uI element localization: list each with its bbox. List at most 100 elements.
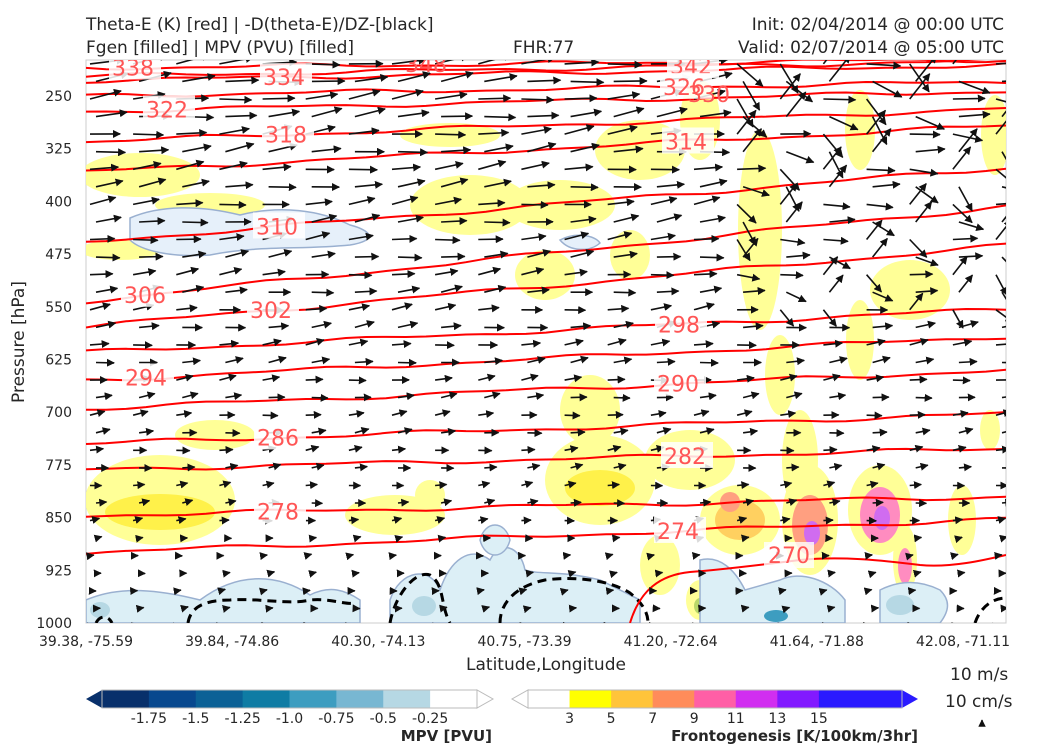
wind-vector	[829, 498, 841, 507]
wind-vector	[693, 409, 710, 418]
wind-vector	[999, 534, 1006, 543]
wind-vector	[915, 287, 939, 296]
wind-vector	[828, 164, 848, 188]
wind-vector	[866, 374, 885, 383]
wind-vector	[866, 411, 883, 420]
wind-vector	[865, 109, 887, 135]
wind-vector	[952, 133, 984, 143]
wind-vector	[521, 125, 552, 135]
init-time: Init: 02/04/2014 @ 00:00 UTC	[752, 15, 1004, 35]
wind-vector	[434, 374, 453, 383]
wind-vector	[564, 411, 581, 420]
wind-vector	[527, 111, 560, 120]
wind-vector	[478, 60, 512, 65]
wind-vector	[570, 78, 605, 87]
wind-vector	[397, 109, 430, 118]
wind-vector	[391, 340, 412, 349]
wind-vector	[786, 498, 798, 506]
wind-vector	[225, 141, 255, 153]
wind-vector	[484, 178, 512, 188]
wind-vector	[958, 357, 978, 366]
wind-vector	[219, 60, 254, 65]
wind-vector	[354, 463, 368, 472]
wind-vector	[521, 95, 555, 104]
wind-vector	[478, 304, 500, 313]
x-tick-label: 41.20, -72.64	[624, 634, 718, 650]
wind-vector	[434, 91, 468, 100]
wind-vector	[481, 605, 491, 613]
wind-vector	[872, 180, 901, 189]
wind-vector	[958, 110, 991, 119]
wind-vector	[958, 274, 974, 293]
wind-vector	[527, 392, 545, 401]
wind-vector	[779, 309, 795, 327]
wind-vector	[952, 309, 964, 329]
wind-vector	[613, 106, 645, 118]
wind-vector	[915, 115, 946, 130]
wind-vector	[311, 427, 327, 436]
wind-vector	[397, 71, 431, 83]
wind-vector	[397, 214, 424, 223]
wind-vector	[607, 337, 627, 346]
wind-vector	[995, 62, 1006, 65]
wind-vector	[866, 445, 881, 454]
frontogenesis-colorbar-bin	[652, 690, 695, 708]
wind-vector	[397, 178, 426, 188]
wind-vector	[909, 130, 941, 139]
wind-vector	[521, 445, 536, 454]
theta-e-line	[86, 307, 1006, 352]
wind-vector	[957, 569, 966, 578]
wind-vector	[182, 498, 194, 506]
wind-vector	[915, 393, 933, 402]
theta-e-label: 338	[112, 56, 154, 81]
wind-vector	[268, 322, 290, 331]
title-line-2: Fgen [filled] | MPV (PVU) [filled]	[86, 38, 354, 58]
wind-vector	[440, 391, 458, 400]
wind-vector	[650, 409, 667, 418]
wind-vector	[564, 480, 577, 489]
wind-vector	[827, 569, 836, 578]
wind-vector	[995, 219, 1006, 240]
wind-vector	[348, 516, 360, 525]
wind-vector	[995, 445, 1006, 454]
wind-vector	[656, 106, 688, 118]
wind-vector	[829, 392, 847, 401]
wind-vector	[311, 320, 332, 329]
wind-vector	[219, 233, 245, 242]
vector-key-vertical-label: 10 cm/s	[945, 692, 1013, 712]
wind-vector	[905, 552, 914, 561]
wind-vector	[351, 569, 360, 578]
y-tick-label: 850	[45, 511, 72, 527]
wind-vector	[872, 498, 884, 507]
wind-vector	[829, 462, 843, 471]
wind-vector	[952, 146, 972, 170]
wind-vector	[958, 128, 978, 153]
wind-vector	[478, 480, 491, 489]
wind-vector	[176, 516, 187, 525]
wind-vector	[434, 302, 457, 311]
wind-vector	[822, 309, 837, 327]
wind-vector	[473, 622, 483, 623]
wind-vector	[872, 80, 903, 98]
wind-vector	[736, 203, 757, 224]
wind-vector	[693, 302, 715, 311]
wind-vector	[348, 444, 363, 453]
wind-vector	[176, 60, 210, 65]
wind-vector	[872, 355, 891, 364]
wind-vector	[613, 288, 637, 297]
wind-vector	[871, 128, 892, 153]
wind-vector	[225, 462, 239, 471]
wind-vector	[786, 251, 811, 260]
wind-vector	[952, 203, 973, 224]
wind-vector	[225, 498, 237, 507]
wind-vector	[138, 177, 167, 188]
wind-vector	[609, 570, 618, 579]
mpv-colorbar-tick: -1.5	[182, 711, 209, 727]
theta-e-label-bg	[655, 310, 707, 337]
x-tick-label: 40.30, -74.13	[331, 634, 425, 650]
frontogenesis-colorbar-tick: 15	[810, 711, 828, 727]
wind-vector	[525, 569, 534, 578]
wind-vector	[527, 356, 546, 364]
wind-vector	[441, 217, 468, 226]
wind-vector	[225, 76, 260, 85]
